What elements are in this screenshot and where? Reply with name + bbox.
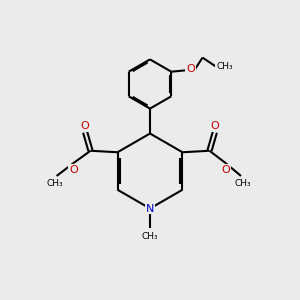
Text: CH₃: CH₃ bbox=[234, 179, 251, 188]
Text: N: N bbox=[146, 203, 154, 214]
Text: O: O bbox=[69, 165, 78, 175]
Text: CH₃: CH₃ bbox=[216, 62, 233, 71]
Text: O: O bbox=[211, 121, 219, 131]
Text: O: O bbox=[186, 64, 195, 74]
Text: CH₃: CH₃ bbox=[47, 179, 63, 188]
Text: O: O bbox=[222, 165, 230, 175]
Text: O: O bbox=[81, 121, 89, 131]
Text: CH₃: CH₃ bbox=[142, 232, 158, 241]
